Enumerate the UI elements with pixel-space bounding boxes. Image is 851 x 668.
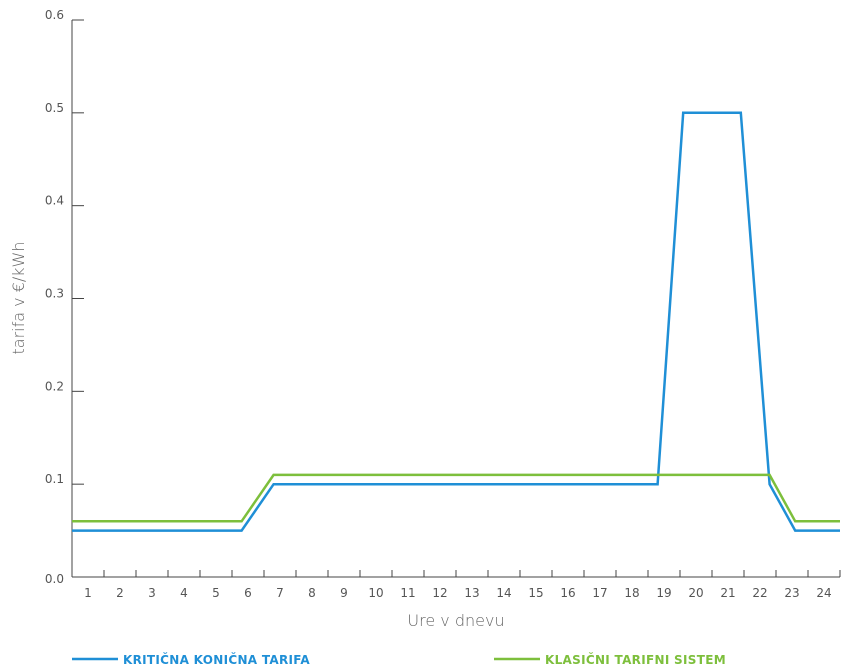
series-line-critical-peak	[72, 111, 840, 532]
x-tick-label: 22	[752, 586, 767, 600]
x-tick-label: 4	[180, 586, 188, 600]
x-tick-label: 8	[308, 586, 316, 600]
x-tick-label: 21	[720, 586, 735, 600]
chart-legend: KRITIČNA KONIČNA TARIFA KLASIČNI TARIFNI…	[72, 652, 726, 667]
chart-series	[72, 111, 840, 532]
y-tick-label: 0.2	[45, 379, 64, 393]
y-tick-label: 0.6	[45, 8, 64, 22]
x-tick-label: 13	[464, 586, 479, 600]
legend-label-classic-tariff: KLASIČNI TARIFNI SISTEM	[545, 652, 726, 667]
chart-ticks: 0.00.10.20.30.40.50.61 2 3 4 5 6 7 8 9 10 11 12 13 14…	[45, 8, 841, 600]
x-axis-title: Ure v dnevu	[407, 611, 504, 630]
chart-axes	[71, 20, 840, 578]
y-tick-label: 0.0	[45, 572, 64, 586]
x-tick-label: 5	[212, 586, 220, 600]
x-tick-label: 10	[368, 586, 383, 600]
x-tick-label: 6	[244, 586, 252, 600]
x-tick-label: 1	[84, 586, 92, 600]
x-tick-label: 3	[148, 586, 156, 600]
y-tick-label: 0.4	[45, 194, 64, 208]
x-tick-label: 9	[340, 586, 348, 600]
y-tick-label: 0.5	[45, 101, 64, 115]
x-tick-label: 16	[560, 586, 575, 600]
legend-label-critical-peak: KRITIČNA KONIČNA TARIFA	[123, 652, 310, 667]
y-tick-label: 0.1	[45, 472, 64, 486]
x-tick-label: 17	[592, 586, 607, 600]
series-line-classic-tariff	[72, 473, 840, 523]
y-axis-title: tarifa v €/kWh	[9, 242, 28, 355]
x-tick-label: 23	[784, 586, 799, 600]
x-tick-label: 24	[816, 586, 831, 600]
x-tick-label: 14	[496, 586, 511, 600]
x-tick-label: 15	[528, 586, 543, 600]
x-tick-label: 19	[656, 586, 671, 600]
y-tick-label: 0.3	[45, 287, 64, 301]
x-tick-label: 7	[276, 586, 284, 600]
x-tick-label: 18	[624, 586, 639, 600]
x-tick-label: 20	[688, 586, 703, 600]
x-tick-label: 11	[400, 586, 415, 600]
x-tick-label: 2	[116, 586, 124, 600]
x-tick-label: 12	[432, 586, 447, 600]
